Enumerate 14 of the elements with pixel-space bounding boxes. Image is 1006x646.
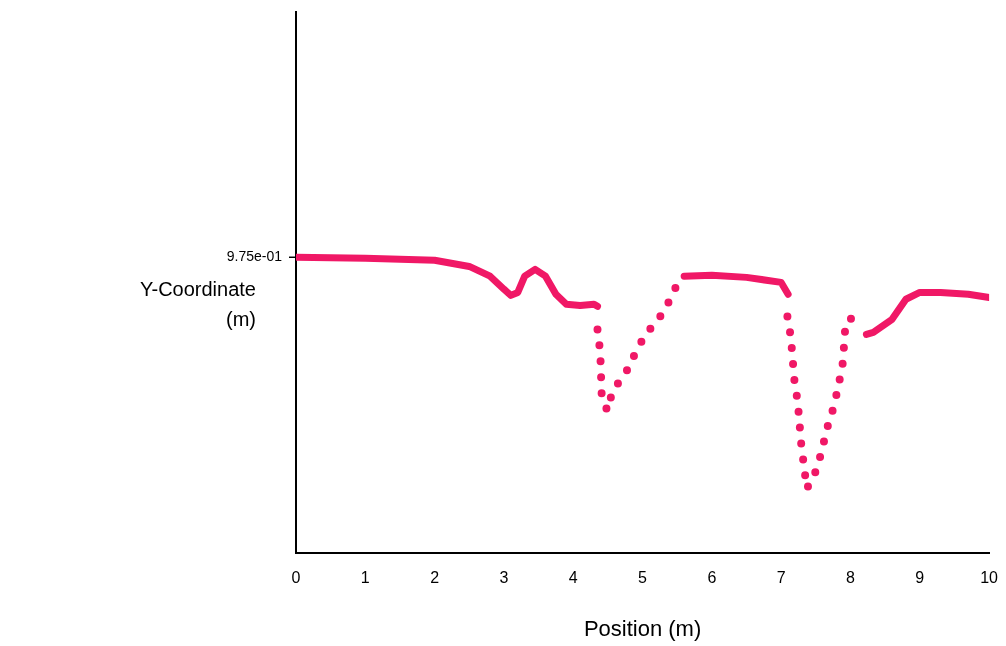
x-tick-label: 0 [291, 568, 301, 586]
annotation: 9.75e-01 [226, 248, 283, 265]
x-tick-label: 1 [360, 568, 370, 586]
x-tick-label: 9 [915, 568, 925, 586]
x-tick-label: 2 [430, 568, 440, 586]
y-axis-title: Y-Coordinate (m) [139, 277, 256, 330]
x-tick-label: 8 [846, 568, 856, 586]
x-tick-label: 7 [776, 568, 786, 586]
x-tick-label: 3 [499, 568, 509, 586]
x-tick-label: 6 [707, 568, 717, 586]
x-axis-title: Position (m) [583, 616, 702, 641]
x-tick-label: 5 [638, 568, 648, 586]
x-tick-label: 4 [568, 568, 578, 586]
x-tick-label: 10 [980, 568, 999, 586]
